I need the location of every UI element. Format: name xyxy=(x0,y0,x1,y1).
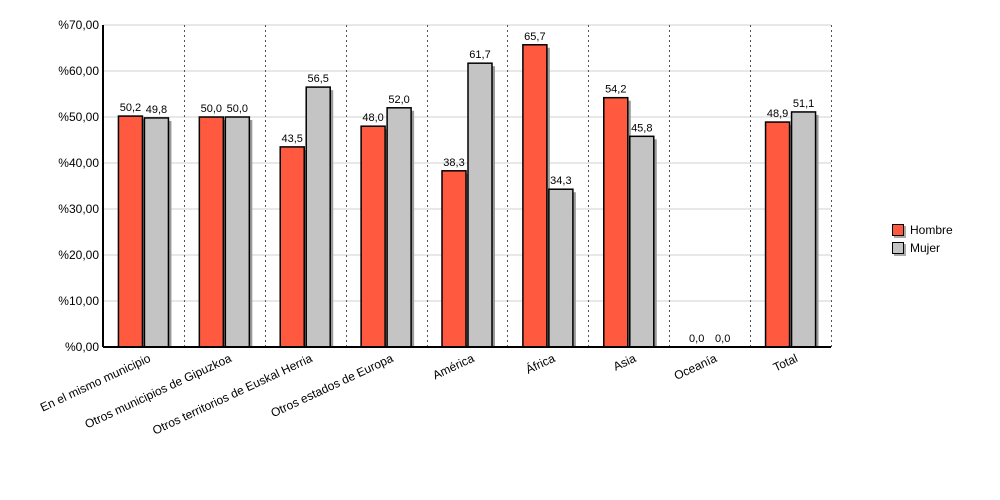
data-label: 65,7 xyxy=(524,31,545,43)
x-tick-label: América xyxy=(430,351,476,382)
axes xyxy=(102,25,831,348)
bar-hombre xyxy=(764,121,791,348)
y-tick-label: %40,00 xyxy=(58,156,99,170)
data-label: 38,3 xyxy=(443,157,464,169)
data-label: 0,0 xyxy=(689,333,704,345)
data-label: 52,0 xyxy=(388,94,409,106)
bar-hombre xyxy=(441,170,467,348)
bar-mujer xyxy=(629,135,655,348)
bar-mujer xyxy=(305,86,331,348)
bar-mujer xyxy=(548,188,574,348)
data-label: 61,7 xyxy=(469,49,490,61)
y-tick-labels: %0,00 %10,00 %20,00 %30,00 %40,00 %50,00 %60,0… xyxy=(58,18,99,354)
data-label: 50,2 xyxy=(120,102,141,114)
data-label: 49,8 xyxy=(146,104,167,116)
data-label: 43,5 xyxy=(282,133,303,145)
x-tick-label: Oceanía xyxy=(672,351,719,383)
y-tick-label: %10,00 xyxy=(58,294,99,308)
data-label: 34,3 xyxy=(550,175,571,187)
legend-label-mujer: Mujer xyxy=(910,241,941,255)
bar-mujer xyxy=(790,111,817,348)
bar-mujer xyxy=(386,107,412,348)
x-tick-label: Otros municipios de Gipuzkoa xyxy=(83,351,234,431)
bar-hombre xyxy=(117,115,144,348)
legend-swatch-mujer xyxy=(892,242,904,254)
data-label: 51,1 xyxy=(793,98,814,110)
bar-hombre xyxy=(522,44,548,348)
bar-hombre xyxy=(198,116,225,348)
y-tick-label: %0,00 xyxy=(65,340,99,354)
x-tick-label: Asia xyxy=(611,351,638,374)
x-tick-label: África xyxy=(523,350,557,377)
data-label: 45,8 xyxy=(631,122,652,134)
data-label: 48,9 xyxy=(767,108,788,120)
bar-mujer xyxy=(467,62,493,348)
legend-label-hombre: Hombre xyxy=(910,223,953,237)
y-tick-label: %20,00 xyxy=(58,248,99,262)
bar-mujer xyxy=(224,116,251,348)
bar-mujer xyxy=(143,117,170,348)
legend-swatch-hombre xyxy=(892,224,904,236)
legend-item-hombre: Hombre xyxy=(892,221,953,239)
x-tick-label: Total xyxy=(771,351,800,374)
data-label: 50,0 xyxy=(227,103,248,115)
y-tick-label: %50,00 xyxy=(58,110,99,124)
y-tick-label: %70,00 xyxy=(58,18,99,32)
data-label: 56,5 xyxy=(308,73,329,85)
y-tick-label: %60,00 xyxy=(58,64,99,78)
data-label: 50,0 xyxy=(201,103,222,115)
data-labels: 50,2 49,8 50,0 50,0 43,5 56,5 48,0 52,0 38,3 61,7… xyxy=(120,31,815,345)
bar-hombre xyxy=(360,125,386,348)
legend: Hombre Mujer xyxy=(892,221,953,257)
data-label: 54,2 xyxy=(605,84,626,96)
data-label: 0,0 xyxy=(715,333,730,345)
legend-item-mujer: Mujer xyxy=(892,239,953,257)
bars xyxy=(117,44,819,348)
y-tick-label: %30,00 xyxy=(58,202,99,216)
data-label: 48,0 xyxy=(362,112,383,124)
bar-hombre xyxy=(279,146,305,348)
bar-hombre xyxy=(603,96,629,348)
